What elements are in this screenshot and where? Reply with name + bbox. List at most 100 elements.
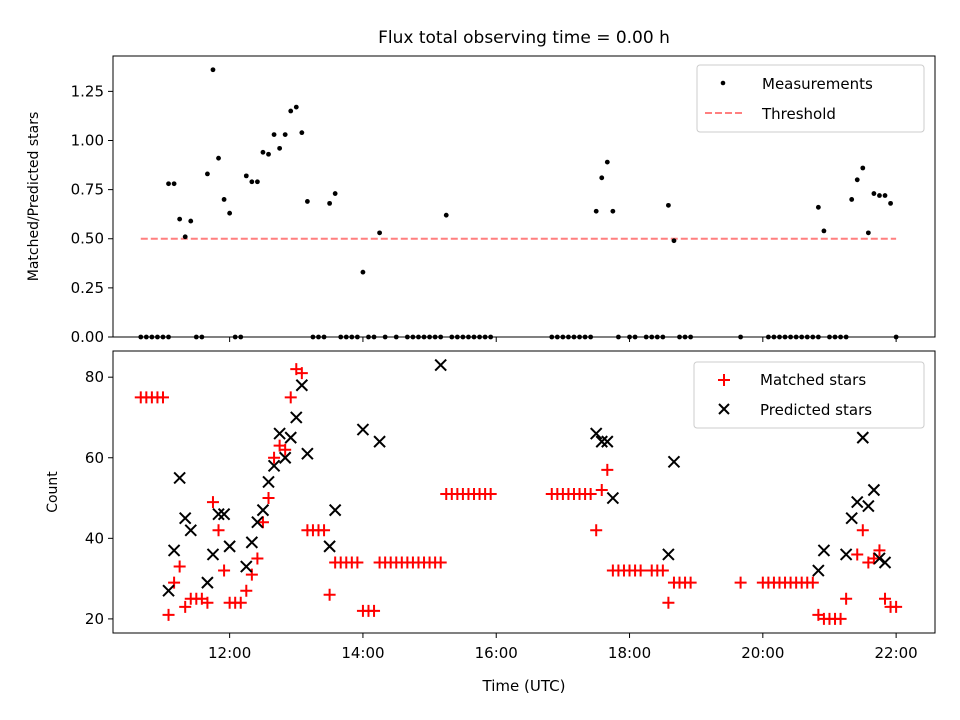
matched-star-point bbox=[179, 600, 192, 613]
measurement-point bbox=[815, 204, 821, 210]
predicted-star-point bbox=[178, 511, 192, 525]
predicted-star-point bbox=[667, 455, 681, 468]
predicted-star-point bbox=[256, 503, 270, 517]
measurement-point bbox=[882, 193, 888, 198]
predicted-star-point bbox=[323, 540, 336, 553]
predicted-star-point bbox=[662, 548, 675, 561]
matched-star-point bbox=[867, 552, 880, 565]
matched-star-point bbox=[206, 496, 219, 509]
predicted-star-point bbox=[284, 431, 297, 444]
predicted-star-point bbox=[245, 536, 259, 549]
matched-star-point bbox=[484, 488, 497, 501]
measurement-point bbox=[865, 230, 871, 236]
predicted-star-point bbox=[240, 560, 253, 573]
predicted-star-point bbox=[167, 544, 181, 557]
bottom-x-tick-label: 18:00 bbox=[608, 644, 651, 662]
bottom-y-tick-label: 60 bbox=[85, 449, 104, 467]
matched-star-point bbox=[268, 451, 281, 464]
matched-star-point bbox=[368, 604, 381, 617]
measurement-point bbox=[205, 171, 210, 177]
top-y-axis: 0.00 0.25 0.50 0.75 1.00 1.25 bbox=[71, 82, 897, 346]
top-chart-title: Flux total observing time = 0.00 h bbox=[378, 28, 670, 48]
matched-star-point bbox=[173, 560, 186, 573]
matched-star-point bbox=[156, 391, 169, 404]
measurement-point bbox=[443, 212, 449, 218]
matched-star-point bbox=[256, 516, 269, 529]
measurement-point bbox=[260, 149, 266, 155]
measurement-point bbox=[271, 132, 277, 138]
bottom-x-axis-label: Time (UTC) bbox=[482, 677, 566, 695]
bottom-x-tick-label: 22:00 bbox=[875, 644, 918, 662]
top-panel: Flux total observing time = 0.00 h 0.000… bbox=[26, 28, 936, 346]
predicted-star-point bbox=[878, 556, 892, 569]
predicted-star-point bbox=[184, 524, 197, 537]
measurement-point bbox=[593, 208, 599, 214]
top-y-tick-label: 0.50 bbox=[71, 230, 104, 248]
matched-star-point bbox=[684, 576, 697, 589]
measurement-point bbox=[177, 216, 183, 222]
measurement-point bbox=[255, 179, 260, 185]
matched-star-point bbox=[318, 524, 331, 537]
matched-star-point bbox=[234, 596, 247, 609]
bottom-x-tick-label: 16:00 bbox=[475, 644, 518, 662]
predicted-star-point bbox=[278, 451, 292, 464]
predicted-star-point bbox=[267, 459, 281, 473]
measurement-point bbox=[288, 108, 294, 114]
measurement-point bbox=[216, 155, 221, 161]
measurement-point bbox=[249, 179, 255, 185]
bottom-x-tick-label: 12:00 bbox=[208, 644, 251, 662]
matched-star-point bbox=[590, 524, 603, 537]
measurement-point bbox=[243, 173, 249, 179]
predicted-star-point bbox=[851, 495, 864, 509]
predicted-star-point bbox=[173, 471, 186, 485]
predicted-star-point bbox=[845, 511, 858, 525]
top-legend-box bbox=[696, 64, 925, 133]
bottom-y-tick-label: 40 bbox=[85, 529, 104, 547]
predicted-star-point bbox=[301, 447, 314, 460]
matched-star-point bbox=[595, 483, 608, 496]
predicted-star-point bbox=[251, 516, 264, 529]
predicted-star-point bbox=[867, 483, 881, 497]
predicted-star-point bbox=[606, 491, 620, 505]
measurement-point bbox=[282, 132, 288, 138]
top-y-tick-label: 0.75 bbox=[71, 181, 104, 199]
measurement-point bbox=[171, 181, 177, 187]
predicted-star-point bbox=[434, 358, 447, 372]
measurement-point bbox=[277, 145, 283, 151]
measurement-point bbox=[666, 202, 671, 208]
bottom-legend-box bbox=[693, 361, 925, 429]
predicted-star-point bbox=[839, 548, 853, 561]
matched-star-point bbox=[834, 612, 847, 625]
predicted-star-point bbox=[356, 423, 370, 436]
measurement-point bbox=[849, 197, 855, 202]
matched-star-point bbox=[295, 367, 308, 380]
predicted-star-point bbox=[328, 503, 342, 517]
bottom-plot-area bbox=[112, 350, 936, 634]
bottom-x-tick-label: 20:00 bbox=[741, 644, 784, 662]
measurement-point bbox=[599, 175, 605, 181]
matched-star-point bbox=[634, 564, 647, 577]
predicted-star-point bbox=[273, 427, 286, 440]
top-y-tick-label: 0.25 bbox=[71, 279, 104, 297]
top-y-tick-label: 1.25 bbox=[71, 82, 104, 100]
predicted-star-point bbox=[206, 548, 220, 561]
matched-star-point bbox=[262, 492, 275, 505]
top-legend: Measurements Threshold bbox=[696, 64, 925, 133]
measurement-point bbox=[327, 200, 333, 206]
predicted-star-point bbox=[201, 576, 214, 589]
matched-star-point bbox=[284, 391, 297, 404]
bottom-x-tick-label: 14:00 bbox=[341, 644, 384, 662]
predicted-star-point bbox=[373, 435, 386, 448]
measurement-point bbox=[377, 230, 382, 236]
matched-star-point bbox=[162, 608, 175, 621]
measurement-point bbox=[166, 181, 171, 187]
measurement-point bbox=[210, 67, 216, 73]
matched-star-point bbox=[434, 556, 447, 569]
measurement-point bbox=[871, 191, 877, 196]
bottom-y-tick-label: 80 bbox=[85, 368, 104, 386]
measurement-point bbox=[188, 218, 194, 224]
matched-star-point bbox=[584, 488, 597, 501]
matched-star-point bbox=[734, 576, 747, 589]
measurement-point bbox=[182, 234, 188, 240]
